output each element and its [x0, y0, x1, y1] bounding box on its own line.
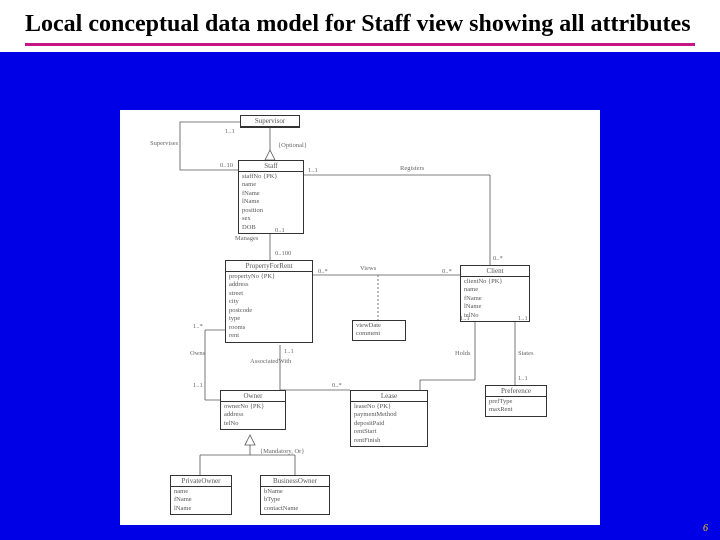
entity-attrs: prefType maxRent [486, 397, 546, 416]
entity-client: Client clientNo {PK} name fName lName te… [460, 265, 530, 322]
entity-private-owner: PrivateOwner name fName lName [170, 475, 232, 515]
entity-header: PrivateOwner [171, 476, 231, 487]
label-registers: Registers [400, 165, 424, 172]
mult: 0..* [332, 382, 342, 389]
entity-header: BusinessOwner [261, 476, 329, 487]
entity-attrs: bName bType contactName [261, 487, 329, 514]
label-supervises: Supervises [150, 140, 178, 147]
entity-attrs: viewDate comment [353, 321, 405, 340]
title-underline [25, 43, 695, 46]
label-mandatory: {Mandatory, Or} [260, 448, 304, 455]
mult: 0..* [442, 268, 452, 275]
mult: 1..1 [518, 315, 528, 322]
entity-lease: Lease leaseNo {PK} paymentMethod deposit… [350, 390, 428, 447]
entity-header: Supervisor [241, 116, 299, 127]
entity-viewing: viewDate comment [352, 320, 406, 341]
mult: 1..1 [284, 348, 294, 355]
entity-owner: Owner ownerNo {PK} address telNo [220, 390, 286, 430]
entity-header: Preference [486, 386, 546, 397]
entity-header: Staff [239, 161, 303, 172]
label-views: Views [360, 265, 376, 272]
entity-attrs: propertyNo {PK} address street city post… [226, 272, 312, 342]
mult: 0..10 [220, 162, 233, 169]
entity-header: Lease [351, 391, 427, 402]
mult: 0..* [493, 255, 503, 262]
page-number: 6 [703, 523, 708, 534]
mult: 1..1 [193, 382, 203, 389]
entity-attrs: staffNo {PK} name fName lName position s… [239, 172, 303, 233]
mult: 1..* [193, 323, 203, 330]
entity-property: PropertyForRent propertyNo {PK} address … [225, 260, 313, 343]
mult: 1..1 [460, 315, 470, 322]
mult: 1..1 [308, 167, 318, 174]
label-optional: {Optional} [278, 142, 307, 149]
label-associated: AssociatedWith [250, 358, 291, 365]
slide-title: Local conceptual data model for Staff vi… [25, 10, 695, 39]
entity-header: PropertyForRent [226, 261, 312, 272]
label-manages: Manages [235, 235, 258, 242]
entity-attrs: name fName lName [171, 487, 231, 514]
entity-attrs: ownerNo {PK} address telNo [221, 402, 285, 429]
entity-header: Client [461, 266, 529, 277]
entity-staff: Staff staffNo {PK} name fName lName posi… [238, 160, 304, 234]
entity-preference: Preference prefType maxRent [485, 385, 547, 417]
label-states: States [518, 350, 534, 357]
mult: 0..* [318, 268, 328, 275]
entity-header: Owner [221, 391, 285, 402]
er-diagram: Supervisor Staff staffNo {PK} name fName… [120, 110, 600, 525]
mult: 0..1 [275, 227, 285, 234]
mult: 1..1 [225, 128, 235, 135]
label-holds: Holds [455, 350, 471, 357]
title-area: Local conceptual data model for Staff vi… [0, 0, 720, 52]
mult: 1..1 [518, 375, 528, 382]
entity-business-owner: BusinessOwner bName bType contactName [260, 475, 330, 515]
mult: 0..100 [275, 250, 291, 257]
entity-supervisor: Supervisor [240, 115, 300, 128]
entity-attrs: leaseNo {PK} paymentMethod depositPaid r… [351, 402, 427, 446]
label-owns: Owns [190, 350, 205, 357]
